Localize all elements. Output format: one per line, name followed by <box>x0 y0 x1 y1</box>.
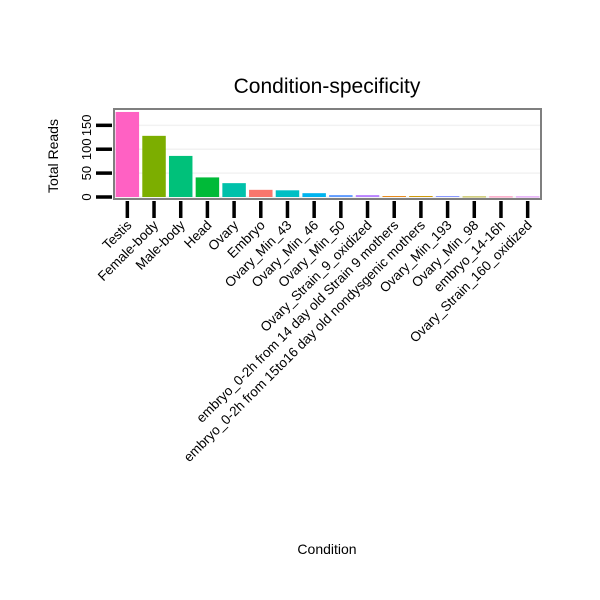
bar-15 <box>515 196 540 198</box>
bar-6 <box>275 190 300 197</box>
bar-0 <box>115 111 140 197</box>
plot-panel-border <box>113 108 542 200</box>
y-tick-label-0: 0 <box>79 193 94 200</box>
bar-9 <box>355 195 380 197</box>
bar-8 <box>329 195 353 197</box>
bar-3 <box>195 177 220 197</box>
bar-5 <box>249 189 273 197</box>
bar-10 <box>382 196 406 197</box>
y-axis: 0 50 100 150 <box>79 114 112 201</box>
bar-2 <box>168 155 193 197</box>
y-tick-label-3: 150 <box>79 114 94 136</box>
bar-1 <box>142 135 166 197</box>
bars <box>115 111 540 198</box>
y-axis-title: Total Reads <box>45 119 61 193</box>
bar-4 <box>222 183 246 197</box>
y-tick-label-2: 100 <box>79 138 94 160</box>
bar-13 <box>462 196 487 198</box>
y-tick-label-1: 50 <box>79 166 94 180</box>
bar-14 <box>489 196 513 198</box>
bar-12 <box>435 196 460 197</box>
x-axis-title: Condition <box>297 541 356 557</box>
bar-11 <box>409 196 433 197</box>
chart-title: Condition-specificity <box>234 75 421 98</box>
bar-7 <box>302 193 326 197</box>
